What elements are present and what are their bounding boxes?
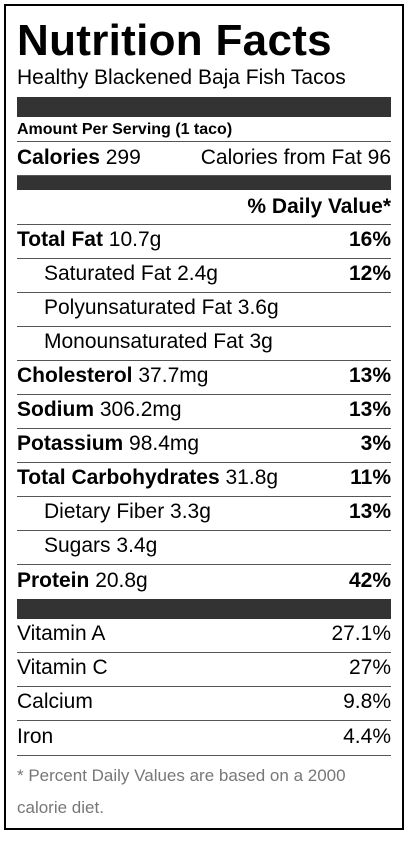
footnote: * Percent Daily Values are based on a 20…	[17, 766, 346, 817]
nutrient-name-amount: Potassium 98.4mg	[17, 432, 199, 456]
nutrient-name-amount: Total Fat 10.7g	[17, 228, 161, 252]
vitamin-label: Calcium	[17, 690, 93, 713]
serving-size: Amount Per Serving (1 taco)	[17, 119, 391, 142]
nutrient-row: Monounsaturated Fat 3g	[17, 327, 391, 361]
nutrient-label: Monounsaturated Fat	[44, 330, 244, 353]
nutrient-daily-value: 13%	[348, 500, 391, 523]
nutrient-row: Dietary Fiber 3.3g 13%	[17, 497, 391, 531]
nutrient-amount: 3.4g	[116, 534, 158, 557]
thick-divider	[17, 97, 391, 117]
nutrient-daily-value: 13%	[348, 364, 391, 387]
nutrient-amount: 306.2mg	[99, 398, 182, 421]
nutrient-label: Protein	[17, 569, 90, 592]
thick-divider-vitamins	[17, 599, 391, 619]
nutrient-amount: 10.7g	[108, 228, 162, 251]
vitamin-row: Calcium 9.8%	[17, 687, 391, 721]
calories-from-fat: Calories from Fat 96	[201, 146, 391, 170]
calories-fat-label: Calories from Fat	[200, 146, 362, 169]
nutrient-daily-value: 3%	[360, 432, 391, 455]
daily-value-header: % Daily Value*	[17, 190, 391, 225]
vitamin-list: Vitamin A 27.1% Vitamin C 27% Calcium 9.8% Iro…	[17, 619, 391, 755]
vitamin-daily-value: 27%	[348, 656, 391, 679]
nutrient-daily-value: 16%	[348, 228, 391, 251]
nutrient-name-amount: Cholesterol 37.7mg	[17, 364, 208, 388]
nutrient-row: Total Fat 10.7g 16%	[17, 225, 391, 259]
nutrient-name-amount: Polyunsaturated Fat 3.6g	[44, 296, 279, 320]
nutrient-row: Cholesterol 37.7mg 13%	[17, 361, 391, 395]
nutrient-label: Polyunsaturated Fat	[44, 296, 232, 319]
vitamin-daily-value: 9.8%	[343, 690, 391, 713]
calories-fat-value: 96	[367, 146, 391, 169]
footnote-divider	[17, 755, 391, 756]
nutrient-daily-value: 11%	[350, 466, 391, 489]
nutrient-name-amount: Saturated Fat 2.4g	[44, 262, 218, 286]
nutrient-label: Dietary Fiber	[44, 500, 165, 523]
nutrient-daily-value: 12%	[348, 262, 391, 285]
vitamin-label: Vitamin C	[17, 656, 108, 679]
calories-label: Calories	[17, 146, 100, 169]
nutrient-label: Sodium	[17, 398, 94, 421]
nutrient-name-amount: Monounsaturated Fat 3g	[44, 330, 273, 354]
nutrient-name-amount: Total Carbohydrates 31.8g	[17, 466, 278, 490]
nutrient-row: Sodium 306.2mg 13%	[17, 395, 391, 429]
label-title: Nutrition Facts	[17, 16, 332, 65]
nutrient-label: Total Carbohydrates	[17, 466, 220, 489]
nutrient-name-amount: Dietary Fiber 3.3g	[44, 500, 211, 524]
nutrient-row: Sugars 3.4g	[17, 531, 391, 565]
nutrient-amount: 3.6g	[237, 296, 279, 319]
nutrient-amount: 98.4mg	[129, 432, 200, 455]
vitamin-row: Iron 4.4%	[17, 721, 391, 755]
nutrient-row: Saturated Fat 2.4g 12%	[17, 259, 391, 293]
nutrient-daily-value: 42%	[348, 569, 391, 592]
nutrient-label: Total Fat	[17, 228, 103, 251]
medium-divider	[17, 176, 391, 190]
nutrient-name-amount: Sugars 3.4g	[44, 534, 157, 558]
nutrient-row: Protein 20.8g 42%	[17, 565, 391, 599]
vitamin-row: Vitamin C 27%	[17, 653, 391, 687]
nutrient-row: Potassium 98.4mg 3%	[17, 429, 391, 463]
nutrient-label: Saturated Fat	[44, 262, 172, 285]
nutrient-amount: 37.7mg	[138, 364, 209, 387]
vitamin-label: Iron	[17, 725, 54, 748]
recipe-name: Healthy Blackened Baja Fish Tacos	[17, 66, 346, 89]
nutrient-list: Total Fat 10.7g 16% Saturated Fat 2.4g 12% P…	[17, 225, 391, 599]
nutrient-amount: 3g	[249, 330, 273, 353]
calories-value: 299	[105, 146, 141, 169]
nutrition-label: Nutrition Facts Healthy Blackened Baja F…	[4, 4, 404, 830]
nutrient-amount: 20.8g	[95, 569, 148, 592]
nutrient-label: Potassium	[17, 432, 124, 455]
nutrient-amount: 3.3g	[170, 500, 211, 523]
nutrient-row: Total Carbohydrates 31.8g 11%	[17, 463, 391, 497]
nutrient-label: Sugars	[44, 534, 111, 557]
vitamin-daily-value: 4.4%	[343, 725, 391, 748]
vitamin-row: Vitamin A 27.1%	[17, 619, 391, 653]
nutrient-amount: 31.8g	[225, 466, 279, 489]
nutrient-daily-value: 13%	[348, 398, 391, 421]
vitamin-daily-value: 27.1%	[331, 622, 391, 645]
nutrient-label: Cholesterol	[17, 364, 133, 387]
nutrient-row: Polyunsaturated Fat 3.6g	[17, 293, 391, 327]
nutrient-name-amount: Protein 20.8g	[17, 569, 148, 593]
calories-text: Calories 299	[17, 146, 141, 170]
nutrient-name-amount: Sodium 306.2mg	[17, 398, 182, 422]
nutrient-amount: 2.4g	[177, 262, 218, 285]
calories-row: Calories 299 Calories from Fat 96	[17, 142, 391, 176]
vitamin-label: Vitamin A	[17, 622, 106, 645]
